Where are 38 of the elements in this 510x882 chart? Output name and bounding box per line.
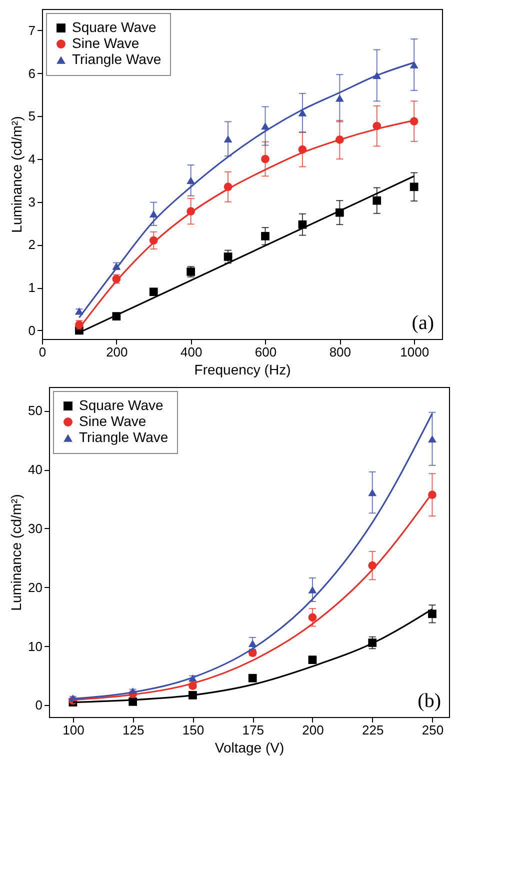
- x-axis-title: Voltage (V): [214, 740, 284, 756]
- legend-label: Square Wave: [72, 19, 157, 35]
- x-tick-label: 225: [362, 722, 384, 738]
- legend-label: Triangle Wave: [72, 51, 162, 67]
- legend-label: Triangle Wave: [79, 429, 168, 445]
- annotation: (b): [418, 690, 441, 712]
- legend-label: Sine Wave: [79, 413, 146, 429]
- annotation: (a): [412, 312, 434, 334]
- x-tick-label: 125: [122, 722, 144, 738]
- y-axis-title: Luminance (cd/m²): [8, 494, 24, 611]
- x-tick-label: 150: [182, 722, 204, 738]
- y-tick-label: 5: [28, 108, 36, 124]
- legend-label: Sine Wave: [72, 35, 140, 51]
- x-tick-label: 800: [329, 344, 352, 360]
- x-tick-label: 200: [106, 344, 128, 360]
- x-tick-label: 400: [180, 344, 202, 360]
- y-axis-title: Luminance (cd/m²): [8, 116, 24, 233]
- y-tick-label: 4: [28, 152, 36, 166]
- y-tick-label: 50: [28, 403, 42, 418]
- y-tick-label: 20: [28, 580, 42, 595]
- x-tick-label: 600: [254, 344, 277, 360]
- x-tick-label: 250: [422, 722, 444, 738]
- legend-label: Square Wave: [79, 397, 164, 413]
- y-tick-label: 0: [35, 698, 42, 713]
- y-tick-label: 40: [28, 462, 42, 477]
- y-tick-label: 0: [28, 322, 36, 338]
- x-tick-label: 200: [302, 722, 324, 738]
- y-tick-label: 30: [28, 520, 42, 536]
- y-tick-label: 7: [28, 22, 36, 38]
- y-tick-label: 6: [28, 66, 36, 81]
- y-tick-label: 2: [28, 237, 36, 252]
- x-axis-title: Frequency (Hz): [194, 362, 291, 378]
- x-tick-label: 100: [62, 722, 84, 738]
- y-tick-label: 1: [28, 280, 36, 296]
- y-tick-label: 3: [28, 194, 36, 210]
- x-tick-label: 175: [242, 722, 264, 738]
- y-tick-label: 10: [28, 638, 42, 654]
- x-tick-label: 1000: [400, 344, 430, 360]
